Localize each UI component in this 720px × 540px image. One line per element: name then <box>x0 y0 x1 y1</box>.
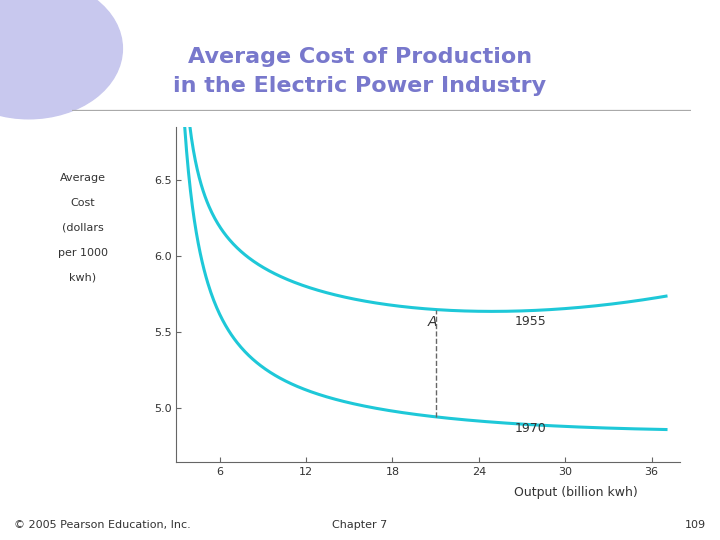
Text: 1970: 1970 <box>515 422 546 435</box>
Text: Chapter 7: Chapter 7 <box>333 520 387 530</box>
Text: (dollars: (dollars <box>62 223 104 233</box>
Text: in the Electric Power Industry: in the Electric Power Industry <box>174 76 546 97</box>
Text: 1955: 1955 <box>515 315 546 328</box>
Text: A: A <box>428 315 438 329</box>
Text: Average: Average <box>60 173 106 183</box>
Text: Output (billion kwh): Output (billion kwh) <box>514 486 638 499</box>
Text: 109: 109 <box>685 520 706 530</box>
Text: kwh): kwh) <box>69 273 96 282</box>
Text: Cost: Cost <box>71 198 95 208</box>
Text: Average Cost of Production: Average Cost of Production <box>188 46 532 67</box>
Text: © 2005 Pearson Education, Inc.: © 2005 Pearson Education, Inc. <box>14 520 191 530</box>
Circle shape <box>0 0 122 119</box>
Text: per 1000: per 1000 <box>58 248 108 258</box>
